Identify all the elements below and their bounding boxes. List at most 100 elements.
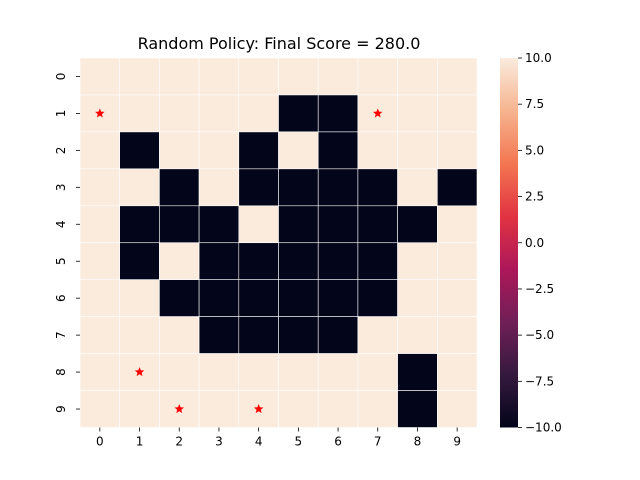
heatmap-cell	[278, 131, 319, 170]
colorbar-tick-label: −2.5	[525, 282, 554, 296]
heatmap-cell	[397, 94, 438, 133]
heatmap-cell	[238, 279, 279, 317]
star-marker	[174, 404, 185, 414]
heatmap-cell	[119, 205, 160, 244]
heatmap-cell	[436, 242, 478, 281]
y-tick-label: 5	[54, 257, 68, 265]
heatmap-cell	[198, 279, 240, 317]
heatmap-cell	[357, 353, 398, 391]
heatmap-cell	[159, 242, 200, 281]
star-marker	[134, 367, 145, 377]
heatmap-cell	[397, 353, 438, 391]
heatmap-cell	[436, 353, 478, 391]
colorbar-tick-label: −5.0	[525, 328, 554, 342]
heatmap-cell	[317, 57, 359, 96]
colorbar: 10.0 7.5 5.0 2.5 0.0 −2.5 −5.0 −7.5 −10.0	[500, 51, 562, 435]
heatmap-cell	[278, 390, 319, 428]
heatmap-cell	[159, 131, 200, 170]
heatmap-cell	[397, 205, 438, 244]
x-tick-label: 4	[255, 435, 263, 449]
heatmap-cell	[238, 94, 279, 133]
y-tick-label: 4	[54, 220, 68, 228]
star-marker	[372, 108, 383, 118]
y-tick-label: 8	[54, 368, 68, 376]
colorbar-tick-label: 7.5	[525, 97, 544, 111]
heatmap-cell	[79, 168, 121, 207]
heatmap-cell	[198, 131, 240, 170]
heatmap-cell	[357, 242, 398, 281]
chart-title: Random Policy: Final Score = 280.0	[138, 34, 421, 53]
marker-layer	[95, 108, 383, 414]
heatmap-cell	[238, 242, 279, 281]
heatmap-cell	[397, 131, 438, 170]
heatmap-cell	[357, 390, 398, 428]
heatmap-cell	[79, 316, 121, 354]
heatmap-cell	[79, 242, 121, 281]
heatmap-cell	[159, 316, 200, 354]
heatmap-cell	[278, 242, 319, 281]
heatmap-cell	[198, 390, 240, 428]
heatmap-cell	[278, 353, 319, 391]
heatmap-cell	[317, 205, 359, 244]
colorbar-gradient	[500, 58, 518, 428]
heatmap-cell	[436, 168, 478, 207]
heatmap-cell	[397, 168, 438, 207]
y-tick-label: 6	[54, 294, 68, 302]
heatmap-cell	[238, 205, 279, 244]
x-axis: 0 1 2 3 4 5 6 7 8 9	[96, 427, 461, 449]
heatmap-cell	[278, 57, 319, 96]
colorbar-tick-label: 2.5	[525, 190, 544, 204]
heatmap-cell	[317, 94, 359, 133]
heatmap-cell	[119, 57, 160, 96]
heatmap-cell	[436, 131, 478, 170]
heatmap-cell	[357, 316, 398, 354]
heatmap-cell	[79, 353, 121, 391]
heatmap-cell	[198, 242, 240, 281]
heatmap-cell	[317, 316, 359, 354]
heatmap-cell	[198, 168, 240, 207]
x-tick-label: 7	[374, 435, 382, 449]
heatmap-cell	[436, 390, 478, 428]
x-tick-label: 9	[453, 435, 461, 449]
heatmap-cell	[119, 168, 160, 207]
heatmap-cell	[317, 168, 359, 207]
heatmap-cell	[357, 131, 398, 170]
heatmap-cell	[238, 131, 279, 170]
heatmap-cell	[278, 168, 319, 207]
heatmap-cell	[278, 205, 319, 244]
y-tick-label: 9	[54, 405, 68, 413]
heatmap-cell	[198, 316, 240, 354]
x-tick-label: 8	[414, 435, 422, 449]
heatmap-cell	[397, 279, 438, 317]
heatmap-cell	[119, 94, 160, 133]
colorbar-tick-label: 0.0	[525, 236, 544, 250]
heatmap-cell	[436, 205, 478, 244]
heatmap-cell	[159, 168, 200, 207]
heatmap-cell	[79, 390, 121, 428]
heatmap-cell	[159, 94, 200, 133]
heatmap-cell	[79, 205, 121, 244]
y-tick-label: 2	[54, 147, 68, 155]
x-tick-label: 2	[175, 435, 183, 449]
x-tick-label: 0	[96, 435, 104, 449]
star-marker	[253, 404, 264, 414]
star-marker	[95, 108, 105, 118]
heatmap-cell	[397, 57, 438, 96]
heatmap-cell	[238, 57, 279, 96]
heatmap-cell	[159, 353, 200, 391]
y-tick-label: 7	[54, 331, 68, 339]
heatmap-cell	[119, 242, 160, 281]
heatmap-cell	[278, 316, 319, 354]
heatmap-cell	[119, 390, 160, 428]
heatmap-cell	[436, 94, 478, 133]
heatmap-cell	[198, 205, 240, 244]
x-tick-label: 1	[136, 435, 144, 449]
heatmap-cell	[357, 57, 398, 96]
x-tick-label: 3	[215, 435, 223, 449]
x-tick-label: 5	[295, 435, 303, 449]
heatmap-cell	[79, 131, 121, 170]
heatmap-cell	[198, 57, 240, 96]
y-tick-label: 3	[54, 184, 68, 192]
heatmap-cell	[198, 353, 240, 391]
